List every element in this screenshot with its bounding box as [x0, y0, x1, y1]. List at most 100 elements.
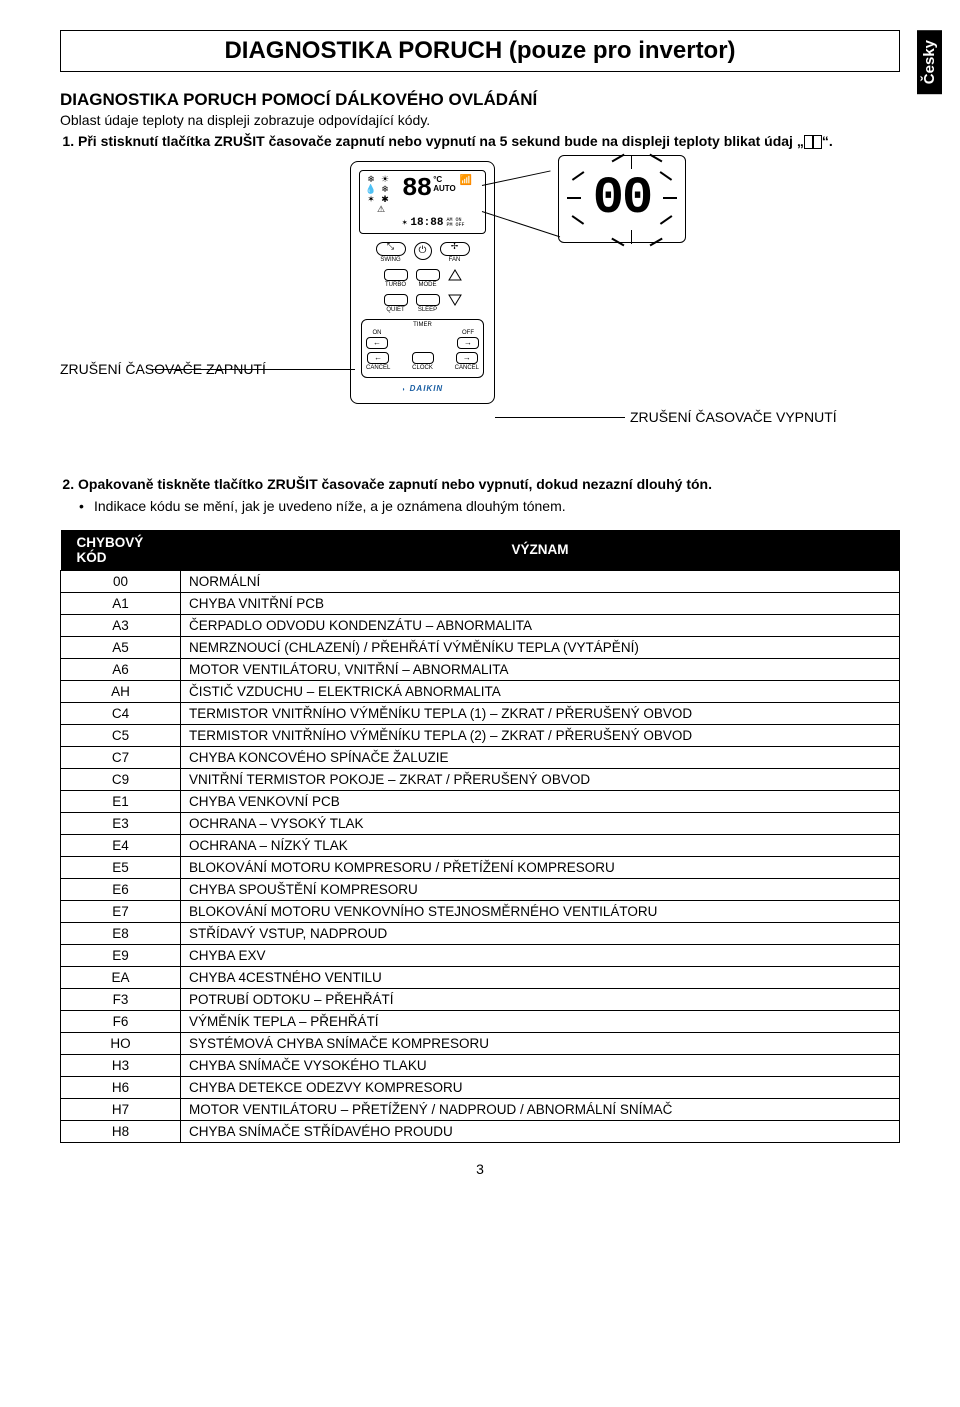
table-row: E9CHYBA EXV	[61, 944, 900, 966]
power-icon: ⏻	[419, 245, 427, 256]
code-cell: C7	[61, 746, 181, 768]
table-row: C4TERMISTOR VNITŘNÍHO VÝMĚNÍKU TEPLA (1)…	[61, 702, 900, 724]
fan-label: FAN	[449, 257, 461, 263]
code-cell: EA	[61, 966, 181, 988]
meaning-cell: OCHRANA – NÍZKÝ TLAK	[181, 834, 900, 856]
callout-line	[150, 369, 355, 370]
code-cell: H6	[61, 1076, 181, 1098]
meaning-cell: CHYBA SNÍMAČE STŘÍDAVÉHO PROUDU	[181, 1120, 900, 1142]
meaning-cell: STŘÍDAVÝ VSTUP, NADPROUD	[181, 922, 900, 944]
code-cell: F3	[61, 988, 181, 1010]
up-button[interactable]	[448, 269, 462, 283]
meaning-cell: SYSTÉMOVÁ CHYBA SNÍMAČE KOMPRESORU	[181, 1032, 900, 1054]
code-cell: E5	[61, 856, 181, 878]
digit-placeholder-icon	[813, 135, 822, 149]
language-tab: Česky	[917, 30, 942, 94]
meaning-cell: NORMÁLNÍ	[181, 570, 900, 592]
brand-label: ◗ DAIKIN	[361, 384, 484, 393]
meaning-cell: BLOKOVÁNÍ MOTORU VENKOVNÍHO STEJNOSMĚRNÉ…	[181, 900, 900, 922]
code-cell: A1	[61, 592, 181, 614]
steps-list: Při stisknutí tlačítka ZRUŠIT časovače z…	[78, 132, 900, 151]
clock-button[interactable]	[412, 352, 434, 364]
table-row: E7BLOKOVÁNÍ MOTORU VENKOVNÍHO STEJNOSMĚR…	[61, 900, 900, 922]
code-cell: C5	[61, 724, 181, 746]
code-cell: HO	[61, 1032, 181, 1054]
screen-mode-icons: ❄☀ 💧❄ ✶✱ ⚠	[364, 175, 398, 229]
cancel-off-button[interactable]: →	[456, 352, 478, 364]
code-cell: A5	[61, 636, 181, 658]
cancel-on-label: CANCEL	[366, 365, 390, 371]
table-row: 00NORMÁLNÍ	[61, 570, 900, 592]
code-cell: C4	[61, 702, 181, 724]
turbo-label: TURBO	[385, 282, 406, 288]
table-header-code: CHYBOVÝ KÓD	[61, 530, 181, 571]
meaning-cell: ČISTIČ VZDUCHU – ELEKTRICKÁ ABNORMALITA	[181, 680, 900, 702]
step-1: Při stisknutí tlačítka ZRUŠIT časovače z…	[78, 132, 900, 151]
signal-icon: 📶	[460, 175, 472, 186]
screen-deg: °C	[433, 175, 442, 184]
code-cell: F6	[61, 1010, 181, 1032]
screen-temp-digits: 88	[402, 175, 431, 201]
mode-label: MODE	[419, 282, 437, 288]
page-title: DIAGNOSTIKA PORUCH (pouze pro invertor)	[61, 37, 899, 65]
swing-button[interactable]: ⤡	[376, 242, 406, 256]
meaning-cell: CHYBA SPOUŠTĚNÍ KOMPRESORU	[181, 878, 900, 900]
intro-text: Oblast údaje teploty na displeji zobrazu…	[60, 112, 900, 128]
code-cell: E1	[61, 790, 181, 812]
meaning-cell: ČERPADLO ODVODU KONDENZÁTU – ABNORMALITA	[181, 614, 900, 636]
code-cell: H8	[61, 1120, 181, 1142]
fan-button[interactable]: ✢	[440, 242, 470, 256]
table-row: F3POTRUBÍ ODTOKU – PŘEHŘÁTÍ	[61, 988, 900, 1010]
clock-label: CLOCK	[412, 365, 433, 371]
cancel-on-button[interactable]: ←	[367, 352, 389, 364]
timer-off-button[interactable]: →	[457, 337, 479, 349]
remote-diagram: ❄☀ 💧❄ ✶✱ ⚠ 88 °C AUTO 📶 ✶ 18:88	[60, 161, 900, 461]
callout-cancel-off: ZRUŠENÍ ČASOVAČE VYPNUTÍ	[630, 409, 837, 425]
steps-list-2: Opakovaně tiskněte tlačítko ZRUŠIT časov…	[78, 475, 900, 494]
table-row: A3ČERPADLO ODVODU KONDENZÁTU – ABNORMALI…	[61, 614, 900, 636]
screen-clock-row: ✶ 18:88 AM PM ON OFF	[402, 217, 481, 229]
table-row: C7CHYBA KONCOVÉHO SPÍNAČE ŽALUZIE	[61, 746, 900, 768]
code-cell: E9	[61, 944, 181, 966]
sleep-button[interactable]	[416, 294, 440, 306]
mode-button[interactable]	[416, 269, 440, 281]
off-label: OFF	[462, 330, 474, 336]
table-row: E6CHYBA SPOUŠTĚNÍ KOMPRESORU	[61, 878, 900, 900]
table-row: H6CHYBA DETEKCE ODEZVY KOMPRESORU	[61, 1076, 900, 1098]
table-row: H7MOTOR VENTILÁTORU – PŘETÍŽENÝ / NADPRO…	[61, 1098, 900, 1120]
down-button[interactable]	[448, 294, 462, 308]
zoom-display: 00	[558, 155, 686, 243]
meaning-cell: CHYBA DETEKCE ODEZVY KOMPRESORU	[181, 1076, 900, 1098]
timer-on-button[interactable]: ←	[366, 337, 388, 349]
meaning-cell: TERMISTOR VNITŘNÍHO VÝMĚNÍKU TEPLA (2) –…	[181, 724, 900, 746]
table-row: E5BLOKOVÁNÍ MOTORU KOMPRESORU / PŘETÍŽEN…	[61, 856, 900, 878]
code-cell: C9	[61, 768, 181, 790]
table-row: H8CHYBA SNÍMAČE STŘÍDAVÉHO PROUDU	[61, 1120, 900, 1142]
quiet-button[interactable]	[384, 294, 408, 306]
meaning-cell: CHYBA SNÍMAČE VYSOKÉHO TLAKU	[181, 1054, 900, 1076]
table-row: HOSYSTÉMOVÁ CHYBA SNÍMAČE KOMPRESORU	[61, 1032, 900, 1054]
meaning-cell: CHYBA EXV	[181, 944, 900, 966]
step2-bullet-1: Indikace kódu se mění, jak je uvedeno ní…	[94, 498, 900, 514]
meaning-cell: VÝMĚNÍK TEPLA – PŘEHŘÁTÍ	[181, 1010, 900, 1032]
timer-box: TIMER ON← OFF→ ←CANCEL CLOCK →CANCEL	[361, 319, 484, 378]
table-row: E1CHYBA VENKOVNÍ PCB	[61, 790, 900, 812]
power-button[interactable]: ⏻	[414, 242, 432, 260]
step1-suffix: “.	[822, 133, 833, 149]
meaning-cell: POTRUBÍ ODTOKU – PŘEHŘÁTÍ	[181, 988, 900, 1010]
turbo-button[interactable]	[384, 269, 408, 281]
code-cell: E6	[61, 878, 181, 900]
code-cell: E4	[61, 834, 181, 856]
screen-pm: PM	[446, 222, 452, 228]
code-cell: AH	[61, 680, 181, 702]
meaning-cell: OCHRANA – VYSOKÝ TLAK	[181, 812, 900, 834]
table-row: EACHYBA 4CESTNÉHO VENTILU	[61, 966, 900, 988]
code-cell: 00	[61, 570, 181, 592]
meaning-cell: CHYBA 4CESTNÉHO VENTILU	[181, 966, 900, 988]
meaning-cell: MOTOR VENTILÁTORU, VNITŘNÍ – ABNORMALITA	[181, 658, 900, 680]
table-row: A1CHYBA VNITŘNÍ PCB	[61, 592, 900, 614]
error-codes-table: CHYBOVÝ KÓD VÝZNAM 00NORMÁLNÍA1CHYBA VNI…	[60, 530, 900, 1143]
table-row: E4OCHRANA – NÍZKÝ TLAK	[61, 834, 900, 856]
table-row: F6VÝMĚNÍK TEPLA – PŘEHŘÁTÍ	[61, 1010, 900, 1032]
step-2: Opakovaně tiskněte tlačítko ZRUŠIT časov…	[78, 475, 900, 494]
